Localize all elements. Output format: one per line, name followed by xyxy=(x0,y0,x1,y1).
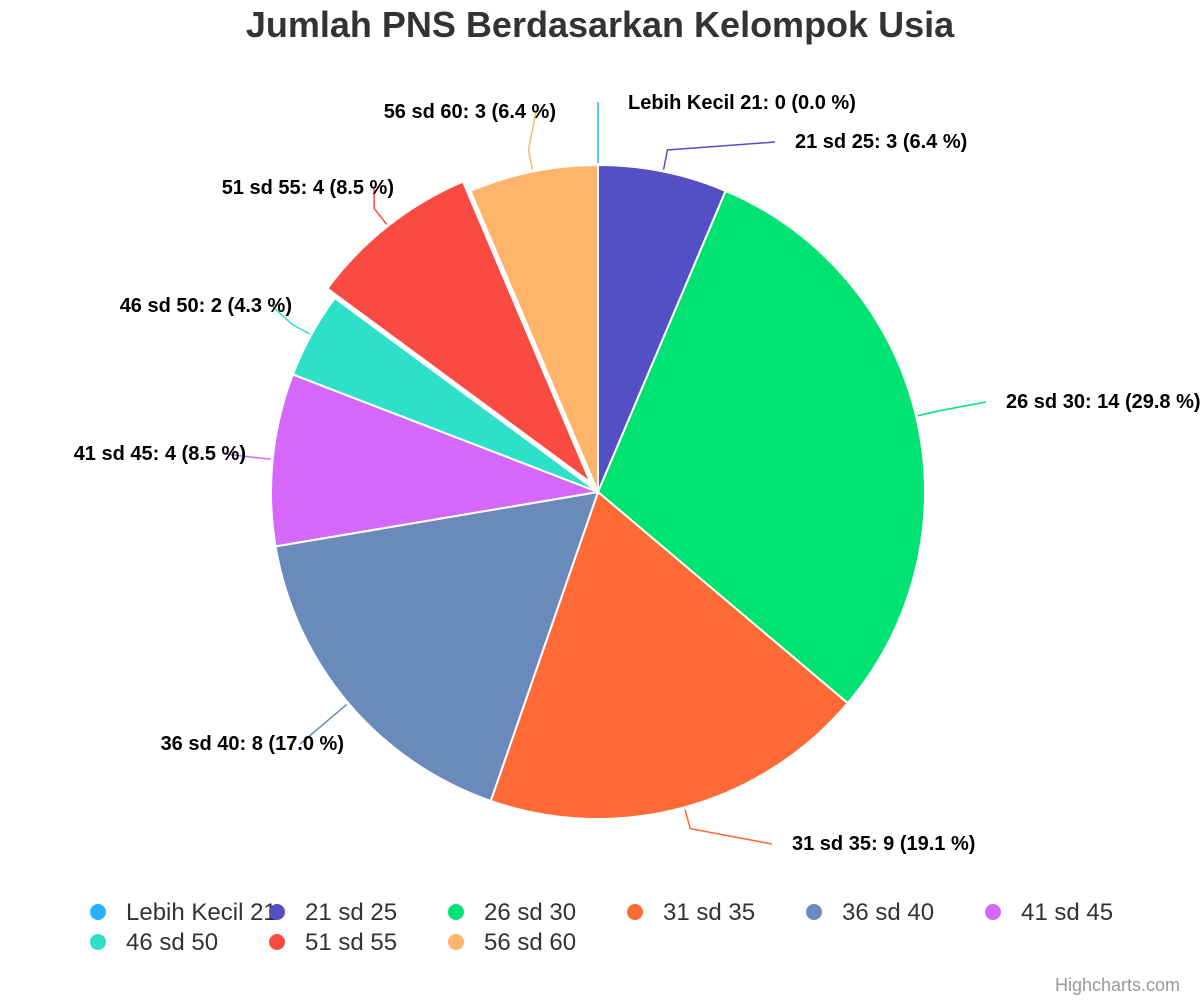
pie-slices xyxy=(270,164,926,820)
legend-label-31-sd-35: 31 sd 35 xyxy=(663,899,755,926)
label-connectors xyxy=(225,102,987,845)
legend-item-51-sd-55[interactable]: 51 sd 55 xyxy=(269,929,397,956)
data-label-56-sd-60: 56 sd 60: 3 (6.4 %) xyxy=(384,101,556,123)
pie-slice-26-sd-30[interactable] xyxy=(597,189,926,705)
pie-slice-21-sd-25[interactable] xyxy=(597,164,727,493)
connector-31-sd-35 xyxy=(684,809,773,845)
chart-title: Jumlah PNS Berdasarkan Kelompok Usia xyxy=(246,4,955,45)
legend-label-41-sd-45: 41 sd 45 xyxy=(1021,899,1113,926)
legend-marker-21-sd-25 xyxy=(269,904,285,920)
data-label-21-sd-25: 21 sd 25: 3 (6.4 %) xyxy=(795,131,967,153)
data-label-lebih-kecil-21: Lebih Kecil 21: 0 (0.0 %) xyxy=(628,92,856,114)
data-label-26-sd-30: 26 sd 30: 14 (29.8 %) xyxy=(1006,391,1200,413)
legend-label-21-sd-25: 21 sd 25 xyxy=(305,899,397,926)
legend-marker-31-sd-35 xyxy=(627,904,643,920)
legend-item-31-sd-35[interactable]: 31 sd 35 xyxy=(627,899,755,926)
legend-item-21-sd-25[interactable]: 21 sd 25 xyxy=(269,899,397,926)
legend-label-56-sd-60: 56 sd 60 xyxy=(484,929,576,956)
legend-marker-51-sd-55 xyxy=(269,934,285,950)
data-label-36-sd-40: 36 sd 40: 8 (17.0 %) xyxy=(161,733,344,755)
legend-marker-36-sd-40 xyxy=(806,904,822,920)
legend: Lebih Kecil 21 21 sd 25 26 sd 30 31 sd 35 36… xyxy=(90,899,1113,956)
legend-label-26-sd-30: 26 sd 30 xyxy=(484,899,576,926)
legend-item-41-sd-45[interactable]: 41 sd 45 xyxy=(985,899,1113,926)
legend-marker-26-sd-30 xyxy=(448,904,464,920)
connector-21-sd-25 xyxy=(662,141,776,170)
data-label-51-sd-55: 51 sd 55: 4 (8.5 %) xyxy=(222,177,394,199)
pie-slice-51-sd-55[interactable] xyxy=(326,180,592,484)
legend-item-lebih-kecil-21[interactable]: Lebih Kecil 21 xyxy=(90,899,277,926)
connector-26-sd-30 xyxy=(917,401,987,417)
pie-slice-41-sd-45[interactable] xyxy=(270,373,599,548)
legend-item-56-sd-60[interactable]: 56 sd 60 xyxy=(448,929,576,956)
legend-item-36-sd-40[interactable]: 36 sd 40 xyxy=(806,899,934,926)
legend-label-36-sd-40: 36 sd 40 xyxy=(842,899,934,926)
data-label-41-sd-45: 41 sd 45: 4 (8.5 %) xyxy=(74,443,246,465)
legend-marker-41-sd-45 xyxy=(985,904,1001,920)
legend-marker-46-sd-50 xyxy=(90,934,106,950)
legend-item-46-sd-50[interactable]: 46 sd 50 xyxy=(90,929,218,956)
connector-41-sd-45 xyxy=(225,453,271,460)
legend-marker-56-sd-60 xyxy=(448,934,464,950)
connector-51-sd-55 xyxy=(373,187,388,225)
connector-46-sd-50 xyxy=(271,305,310,335)
connector-56-sd-60 xyxy=(527,111,537,170)
pie-slice-31-sd-35[interactable] xyxy=(489,491,849,820)
legend-label-lebih-kecil-21: Lebih Kecil 21 xyxy=(126,899,277,926)
legend-marker-lebih-kecil-21 xyxy=(90,904,106,920)
legend-item-26-sd-30[interactable]: 26 sd 30 xyxy=(448,899,576,926)
connector-36-sd-40 xyxy=(299,703,348,745)
data-label-46-sd-50: 46 sd 50: 2 (4.3 %) xyxy=(120,295,292,317)
credits-link[interactable]: Highcharts.com xyxy=(1055,975,1180,995)
legend-label-46-sd-50: 46 sd 50 xyxy=(126,929,218,956)
pie-slice-36-sd-40[interactable] xyxy=(274,491,599,802)
pie-slice-56-sd-60[interactable] xyxy=(469,164,599,493)
legend-label-51-sd-55: 51 sd 55 xyxy=(305,929,397,956)
pie-slice-46-sd-50[interactable] xyxy=(291,297,599,493)
data-labels: Lebih Kecil 21: 0 (0.0 %) 21 sd 25: 3 (6.… xyxy=(74,92,1200,855)
data-label-31-sd-35: 31 sd 35: 9 (19.1 %) xyxy=(792,833,975,855)
